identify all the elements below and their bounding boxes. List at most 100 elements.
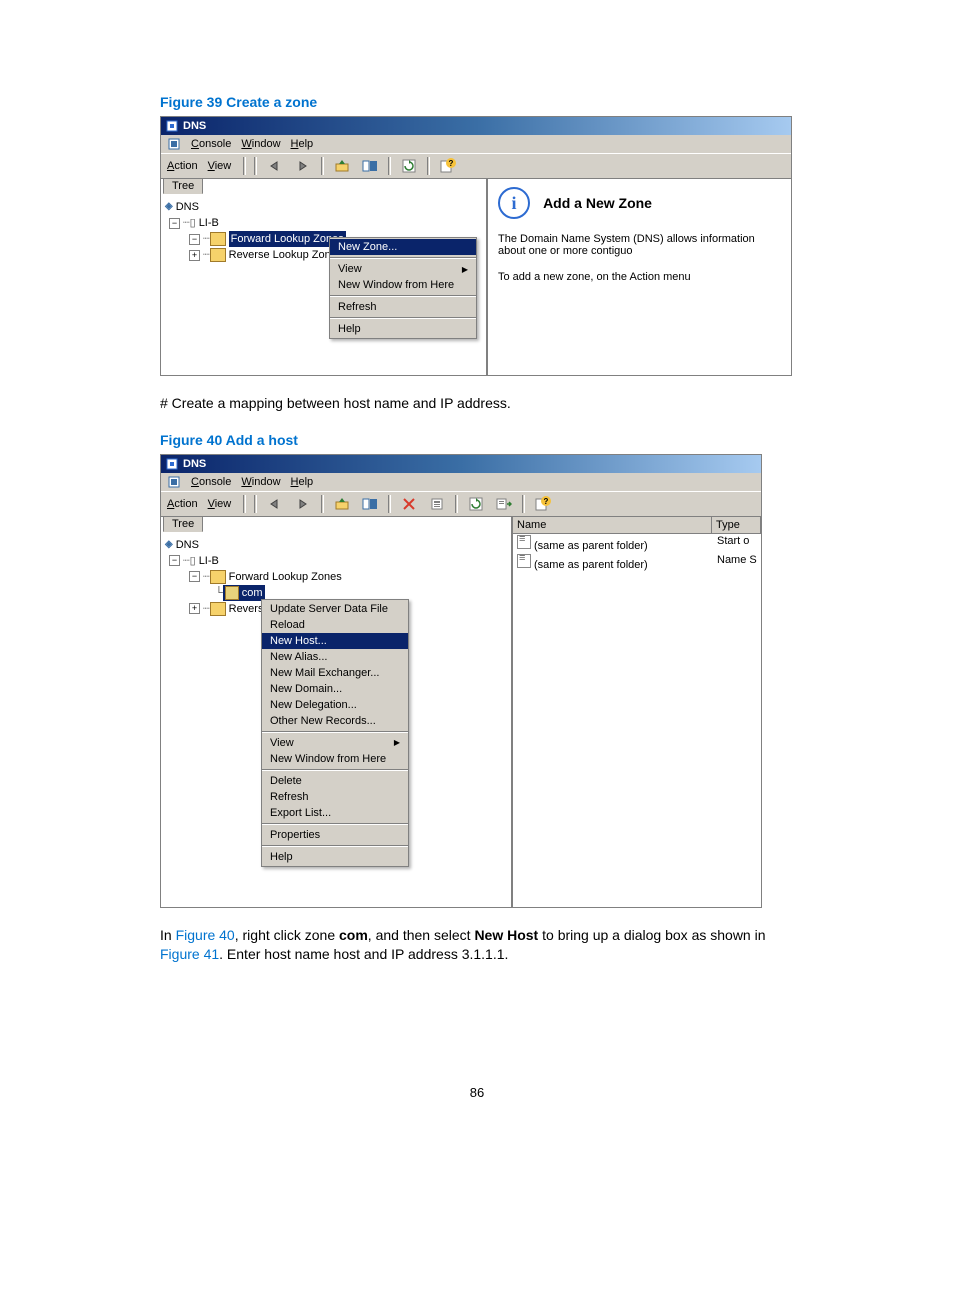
context-menu: New Zone... View New Window from Here Re… [329, 237, 477, 339]
ctx-new-zone[interactable]: New Zone... [330, 239, 476, 255]
svg-text:?: ? [449, 159, 454, 168]
toolbar-view[interactable]: View [208, 498, 238, 510]
properties-button[interactable] [425, 493, 449, 515]
export-button[interactable] [492, 493, 516, 515]
zone-icon [225, 586, 239, 600]
ctx-other-records[interactable]: Other New Records... [262, 713, 408, 729]
tree-pane: Tree ◈DNS −┈▯LI-B −┈Forward Lookup Zones… [161, 179, 488, 375]
delete-button[interactable] [397, 493, 421, 515]
toolbar: Action View ? [161, 154, 791, 179]
forward-button[interactable] [291, 493, 315, 515]
toolbar-action[interactable]: Action [167, 498, 204, 510]
toolbar-action[interactable]: Action [167, 160, 204, 172]
detail-heading: Add a New Zone [543, 195, 652, 211]
col-name[interactable]: Name [513, 517, 712, 533]
toolbar-separator [388, 157, 391, 175]
ctx-new-domain[interactable]: New Domain... [262, 681, 408, 697]
ctx-new-host[interactable]: New Host... [262, 633, 408, 649]
folder-icon [210, 232, 226, 246]
toolbar-view[interactable]: View [208, 160, 238, 172]
help-button[interactable]: ? [531, 493, 555, 515]
collapse-icon[interactable]: − [189, 234, 200, 245]
forward-button[interactable] [291, 155, 315, 177]
tree-forward-zones[interactable]: −┈Forward Lookup Zones [165, 569, 507, 585]
collapse-icon[interactable]: − [189, 571, 200, 582]
console-tree-icon [167, 137, 181, 151]
ctx-new-mail-exchanger[interactable]: New Mail Exchanger... [262, 665, 408, 681]
dns-icon: ◈ [165, 537, 173, 553]
menu-help[interactable]: Help [291, 476, 314, 488]
title-bar: DNS [161, 117, 791, 135]
menu-window[interactable]: Window [241, 138, 280, 150]
expand-icon[interactable]: + [189, 603, 200, 614]
toolbar-separator [388, 495, 391, 513]
context-menu: Update Server Data File Reload New Host.… [261, 599, 409, 867]
menu-bar: Console Window Help [161, 473, 761, 492]
back-button[interactable] [263, 155, 287, 177]
figure-40-caption: Figure 40 Add a host [160, 432, 794, 448]
figure-39-caption: Figure 39 Create a zone [160, 94, 794, 110]
tree-pane: Tree ◈DNS −┈▯LI-B −┈Forward Lookup Zones… [161, 517, 513, 907]
menu-window[interactable]: Window [241, 476, 280, 488]
folder-icon [210, 570, 226, 584]
detail-para-2: To add a new zone, on the Action menu [498, 271, 783, 283]
ctx-help[interactable]: Help [330, 321, 476, 337]
tree-server[interactable]: −┈▯LI-B [165, 215, 482, 231]
toolbar-separator [243, 495, 246, 513]
up-button[interactable] [330, 493, 354, 515]
ctx-new-delegation[interactable]: New Delegation... [262, 697, 408, 713]
tree-root[interactable]: ◈DNS [165, 537, 507, 553]
ctx-update-server-data[interactable]: Update Server Data File [262, 601, 408, 617]
tree-tab[interactable]: Tree [163, 516, 203, 532]
tree-root[interactable]: ◈DNS [165, 199, 482, 215]
folder-icon [210, 602, 226, 616]
toolbar-separator [254, 495, 257, 513]
folder-icon [210, 248, 226, 262]
ctx-refresh[interactable]: Refresh [262, 789, 408, 805]
show-hide-button[interactable] [358, 155, 382, 177]
ctx-reload[interactable]: Reload [262, 617, 408, 633]
link-figure-41[interactable]: Figure 41 [160, 946, 219, 962]
ctx-help[interactable]: Help [262, 849, 408, 865]
server-icon: ▯ [190, 215, 196, 231]
dns-console-icon [165, 119, 179, 133]
refresh-button[interactable] [397, 155, 421, 177]
col-type[interactable]: Type [712, 517, 761, 533]
back-button[interactable] [263, 493, 287, 515]
dns-console-icon [165, 457, 179, 471]
record-row[interactable]: (same as parent folder) Start o [513, 534, 761, 553]
collapse-icon[interactable]: − [169, 218, 180, 229]
refresh-button[interactable] [464, 493, 488, 515]
toolbar: Action View ? [161, 492, 761, 517]
link-figure-40[interactable]: Figure 40 [176, 927, 235, 943]
toolbar-separator [321, 495, 324, 513]
figure-39-screenshot: DNS Console Window Help Action View ? [160, 116, 792, 376]
server-icon: ▯ [190, 553, 196, 569]
ctx-export-list[interactable]: Export List... [262, 805, 408, 821]
ctx-new-window[interactable]: New Window from Here [262, 751, 408, 767]
svg-text:?: ? [544, 497, 549, 506]
page-number: 86 [160, 1085, 794, 1100]
show-hide-button[interactable] [358, 493, 382, 515]
collapse-icon[interactable]: − [169, 555, 180, 566]
tree-tab[interactable]: Tree [163, 178, 203, 194]
menu-console[interactable]: Console [191, 138, 231, 150]
menu-console[interactable]: Console [191, 476, 231, 488]
ctx-refresh[interactable]: Refresh [330, 299, 476, 315]
tree-server[interactable]: −┈▯LI-B [165, 553, 507, 569]
record-row[interactable]: (same as parent folder) Name S [513, 553, 761, 572]
toolbar-separator [522, 495, 525, 513]
ctx-delete[interactable]: Delete [262, 773, 408, 789]
ctx-properties[interactable]: Properties [262, 827, 408, 843]
bottom-paragraph: In Figure 40, right click zone com, and … [160, 926, 794, 965]
up-button[interactable] [330, 155, 354, 177]
expand-icon[interactable]: + [189, 250, 200, 261]
ctx-new-window[interactable]: New Window from Here [330, 277, 476, 293]
ctx-view[interactable]: View [330, 261, 476, 277]
ctx-view[interactable]: View [262, 735, 408, 751]
help-button[interactable]: ? [436, 155, 460, 177]
detail-pane: i Add a New Zone The Domain Name System … [488, 179, 791, 375]
toolbar-separator [254, 157, 257, 175]
ctx-new-alias[interactable]: New Alias... [262, 649, 408, 665]
menu-help[interactable]: Help [291, 138, 314, 150]
